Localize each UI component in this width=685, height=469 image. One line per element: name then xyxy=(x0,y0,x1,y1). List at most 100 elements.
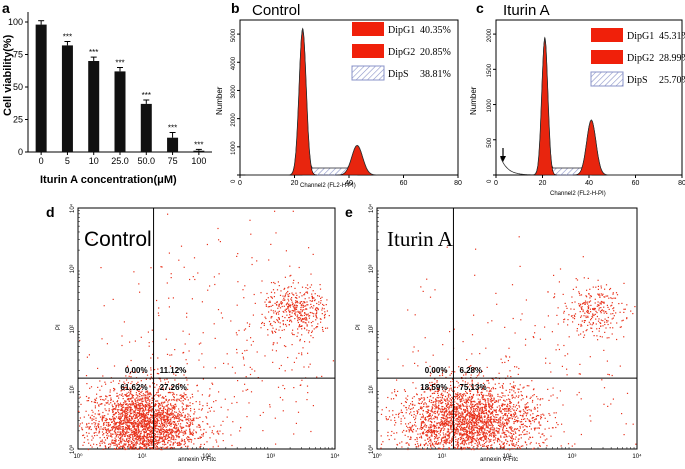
scatter-point xyxy=(476,447,478,449)
scatter-point xyxy=(304,293,306,295)
scatter-point xyxy=(176,427,178,429)
scatter-point xyxy=(294,306,296,308)
scatter-point xyxy=(132,384,134,386)
scatter-point xyxy=(512,394,514,396)
e-plot-frame xyxy=(376,207,638,450)
scatter-point xyxy=(132,439,135,441)
scatter-point xyxy=(462,437,465,440)
scatter-point xyxy=(435,437,437,439)
scatter-point xyxy=(481,429,483,431)
scatter-point xyxy=(308,315,310,317)
scatter-point xyxy=(270,305,272,307)
scatter-point xyxy=(481,409,484,411)
scatter-point xyxy=(295,304,297,306)
scatter-point xyxy=(264,355,266,357)
scatter-point xyxy=(428,418,431,420)
scatter-point xyxy=(157,394,159,396)
scatter-point xyxy=(213,276,215,278)
scatter-point xyxy=(149,404,151,406)
scatter-point xyxy=(234,372,236,374)
scatter-point xyxy=(146,441,148,443)
scatter-point xyxy=(145,384,147,386)
scatter-point xyxy=(139,417,141,419)
scatter-point xyxy=(162,436,164,438)
scatter-point xyxy=(431,434,433,436)
scatter-point xyxy=(139,423,141,425)
scatter-point xyxy=(470,437,472,439)
scatter-point xyxy=(185,429,187,431)
scatter-point xyxy=(438,413,440,415)
scatter-point xyxy=(311,295,313,298)
scatter-point xyxy=(187,416,189,418)
scatter-point xyxy=(297,411,300,413)
scatter-point xyxy=(449,422,451,424)
scatter-point xyxy=(530,409,532,411)
scatter-point xyxy=(121,447,123,449)
scatter-point xyxy=(99,445,101,447)
scatter-point xyxy=(150,369,152,371)
scatter-point xyxy=(278,304,280,307)
scatter-point xyxy=(494,409,496,412)
scatter-point xyxy=(101,442,103,444)
scatter-point xyxy=(166,432,168,434)
scatter-point xyxy=(459,443,461,445)
scatter-point xyxy=(306,308,308,310)
scatter-point xyxy=(283,288,285,290)
scatter-point xyxy=(86,400,88,402)
scatter-point xyxy=(477,445,479,448)
scatter-point xyxy=(167,441,169,443)
scatter-point xyxy=(311,293,313,295)
scatter-point xyxy=(138,405,140,407)
scatter-point xyxy=(476,390,479,392)
scatter-point xyxy=(201,394,203,396)
scatter-point xyxy=(146,435,148,437)
scatter-point xyxy=(147,392,149,394)
scatter-point xyxy=(498,410,500,412)
scatter-point xyxy=(428,418,430,420)
scatter-point xyxy=(88,442,90,444)
scatter-point xyxy=(400,418,402,420)
scatter-point xyxy=(182,434,184,436)
scatter-point xyxy=(124,448,126,451)
scatter-point xyxy=(490,427,492,429)
scatter-point xyxy=(242,356,244,358)
scatter-point xyxy=(468,425,470,427)
scatter-point xyxy=(261,322,263,325)
scatter-point xyxy=(141,402,143,404)
scatter-point xyxy=(191,420,193,422)
quadrant-lower-right: 27.26% xyxy=(160,383,187,392)
scatter-point xyxy=(136,383,138,385)
scatter-point xyxy=(161,422,163,424)
scatter-point xyxy=(166,447,168,449)
scatter-point xyxy=(291,344,293,346)
scatter-point xyxy=(521,423,523,426)
d-x-label: annexin V-Fitc xyxy=(178,457,216,463)
hist-legend-value: 45.31% xyxy=(659,31,685,42)
scatter-point xyxy=(461,400,463,402)
scatter-point xyxy=(103,415,105,417)
scatter-point xyxy=(112,441,114,443)
scatter-point xyxy=(111,409,113,411)
scatter-point xyxy=(437,388,439,390)
scatter-point xyxy=(491,407,493,409)
scatter-point xyxy=(469,390,471,392)
scatter-point xyxy=(480,415,483,417)
scatter-point xyxy=(161,410,163,412)
scatter-point xyxy=(506,427,508,429)
scatter-point xyxy=(188,350,190,352)
scatter-point xyxy=(158,388,160,390)
scatter-point xyxy=(441,411,443,414)
scatter-point xyxy=(129,419,131,421)
scatter-point xyxy=(456,395,458,397)
scatter-point xyxy=(158,412,160,414)
scatter-point xyxy=(120,421,122,424)
scatter-point xyxy=(426,433,428,436)
scatter-point xyxy=(187,446,189,448)
scatter-point xyxy=(123,417,126,420)
scatter-point xyxy=(456,409,458,411)
scatter-point xyxy=(502,383,504,385)
scatter-point xyxy=(222,440,224,442)
scatter-point xyxy=(168,419,170,422)
scatter-point xyxy=(448,410,450,412)
scatter-point xyxy=(120,417,122,419)
